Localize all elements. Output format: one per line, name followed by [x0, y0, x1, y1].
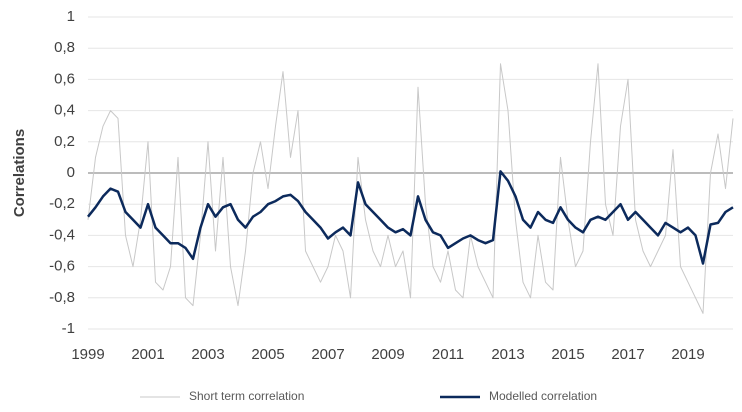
y-tick-label: 0,4	[54, 102, 75, 119]
legend-label: Modelled correlation	[489, 389, 597, 403]
series-line	[87, 63, 734, 314]
x-tick-label: 2003	[191, 346, 224, 363]
x-tick-label: 2017	[611, 346, 644, 363]
series-line	[87, 170, 734, 265]
x-tick-label: 2013	[491, 346, 524, 363]
legend-label: Short term correlation	[189, 389, 304, 403]
y-tick-label: 0,6	[54, 70, 75, 87]
x-tick-label: 2019	[671, 346, 704, 363]
y-axis-label: Correlations	[11, 129, 28, 217]
x-tick-label: 2007	[311, 346, 344, 363]
x-tick-label: 2005	[251, 346, 284, 363]
x-tick-label: 2009	[371, 346, 404, 363]
y-tick-label: 1	[67, 8, 75, 25]
x-tick-label: 2001	[131, 346, 164, 363]
y-tick-label: -0,6	[49, 258, 75, 275]
y-tick-label: -1	[62, 320, 75, 337]
x-tick-label: 2015	[551, 346, 584, 363]
y-tick-label: 0	[67, 164, 75, 181]
y-tick-label: -0,8	[49, 289, 75, 306]
y-tick-label: 0,2	[54, 133, 75, 150]
x-tick-label: 1999	[71, 346, 104, 363]
x-tick-label: 2011	[432, 346, 464, 363]
y-tick-label: -0,4	[49, 226, 75, 243]
y-tick-label: 0,8	[54, 39, 75, 56]
y-tick-label: -0,2	[49, 195, 75, 212]
